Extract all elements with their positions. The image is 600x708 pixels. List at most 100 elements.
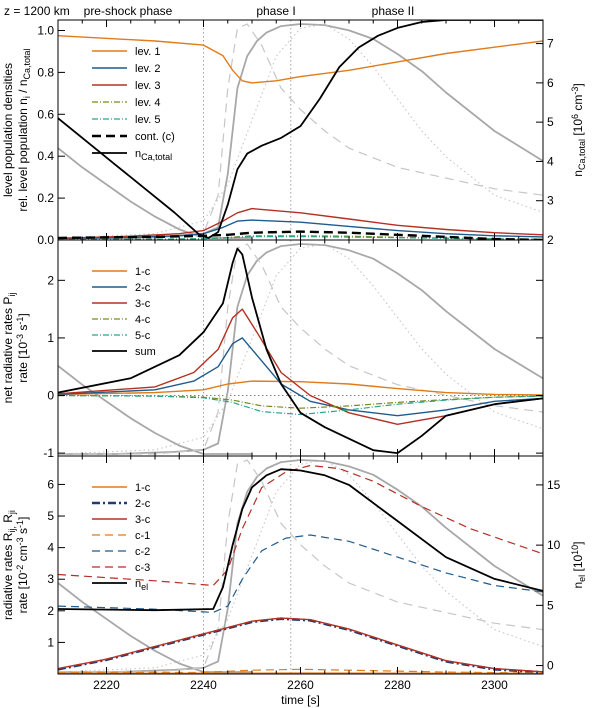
- y2-tick-label: 0: [547, 659, 554, 673]
- y-tick-label: 4: [47, 541, 54, 555]
- legend-label-cont-c: cont. (c): [135, 131, 175, 143]
- y-tick-label: -1: [43, 446, 54, 460]
- legend-label-lev-5: lev. 5: [135, 114, 160, 126]
- y-tick-label: 1: [47, 331, 54, 345]
- legend-label-c-3: c-3: [135, 562, 150, 574]
- y-tick-label: 2: [47, 604, 54, 618]
- series-1-c-middle: [58, 380, 543, 396]
- y-tick-label: 0.8: [37, 65, 54, 79]
- x-tick-label: 2240: [190, 678, 217, 692]
- overlay-solid-gray-b-bottom: [58, 582, 252, 673]
- y-tick-label: 3: [47, 572, 54, 586]
- y-tick-label: 0: [47, 389, 54, 403]
- panel-middle-frame: [57, 239, 544, 457]
- legend-label-4-c: 4-c: [135, 314, 151, 326]
- x-label: time [s]: [281, 693, 320, 707]
- panel-top-frame: [57, 19, 544, 241]
- series-3-c-middle: [58, 308, 543, 425]
- y-tick-label: 0.4: [37, 149, 54, 163]
- phase-label-phase-2: phase II: [372, 4, 415, 18]
- x-tick-label: 2260: [287, 678, 314, 692]
- y2-tick-label: 5: [547, 598, 554, 612]
- y-tick-label: 0.6: [37, 107, 54, 121]
- overlay-solid-gray-a-top: [58, 23, 543, 239]
- panel-bottom-frame: [57, 455, 544, 675]
- legend-label-lev-4: lev. 4: [135, 97, 160, 109]
- x-tick-label: 2300: [481, 678, 508, 692]
- series-n-el-bottom: [58, 468, 543, 612]
- legend-bottom: 1-c 2-c 3-c c-1 c-2 c-3 nel: [92, 482, 151, 592]
- overlay-dotted-gray-top: [58, 23, 543, 239]
- series-sum-middle: [58, 247, 543, 455]
- legend-label-n-ca-total: nCa,total: [135, 148, 172, 162]
- y-tick-label: 6: [47, 477, 54, 491]
- legend-label-1-c: 1-c: [135, 482, 151, 494]
- legend-label-c-2: c-2: [135, 546, 150, 558]
- series-3-c-bottom: [58, 617, 543, 673]
- overlay-dashed-gray-top: [58, 23, 543, 239]
- panel-middle-lines: [58, 240, 543, 456]
- height-label: z = 1200 km: [4, 4, 70, 18]
- overlay-solid-gray-b-top: [58, 147, 252, 239]
- panel-bottom-lines: [58, 456, 543, 674]
- x-tick-label: 2280: [384, 678, 411, 692]
- phase-label-preshock: pre-shock phase: [84, 4, 173, 18]
- y2-tick-label: 6: [547, 76, 554, 90]
- overlay-dotted-gray-middle: [58, 243, 543, 455]
- panel-top-lines: [58, 20, 543, 240]
- y2-tick-label: 10: [547, 538, 561, 552]
- panel-top: 0.0 0.2 0.4 0.6 0.8 1.0 2 3 4 5 6 7 level population…: [1, 19, 587, 247]
- y-tick-label: 0.2: [37, 191, 54, 205]
- overlay-dotted-gray-bottom: [58, 459, 543, 673]
- y-tick-label: 0.0: [37, 233, 54, 247]
- y-tick-label: 2: [47, 273, 54, 287]
- series-lev-1-top: [58, 35, 543, 84]
- series-cont-c-top: [58, 230, 543, 240]
- legend-label-lev-3: lev. 3: [135, 80, 160, 92]
- y2-tick-label: 4: [547, 154, 554, 168]
- y-label-outer: net radiative rates Pij: [1, 293, 17, 404]
- y-tick-label: 1.0: [37, 23, 54, 37]
- y2-label: nel [1010]: [570, 541, 587, 588]
- legend-top: lev. 1 lev. 2 lev. 3 lev. 4 lev. 5 cont. (c) n…: [92, 46, 175, 162]
- y-label-inner: rel. level population ni / nCa,total: [16, 48, 32, 211]
- overlay-solid-gray-a-middle: [58, 243, 543, 455]
- legend-label-lev-2: lev. 2: [135, 63, 160, 75]
- series-2-c-middle: [58, 337, 543, 417]
- y-label-outer: radiative rates Rij, Rji: [1, 510, 17, 620]
- overlay-solid-gray-b-middle: [58, 365, 252, 455]
- y-label-inner: rate [10-2 cm-3 s-1]: [15, 517, 30, 614]
- y-tick-label: 5: [47, 509, 54, 523]
- series-lev-2-top: [58, 219, 543, 240]
- legend-label-2-c: 2-c: [135, 282, 151, 294]
- legend-label-sum: sum: [135, 346, 156, 358]
- series-lev-3-top: [58, 207, 543, 239]
- legend-label-3-c: 3-c: [135, 298, 151, 310]
- y2-label: nCa,total [106 cm-3]: [570, 83, 587, 176]
- legend-label-2-c: 2-c: [135, 498, 151, 510]
- panel-bottom: 2220 2240 2260 2280 2300 1 2 3 4 5 6 0 5 10 15 radiativ…: [1, 455, 587, 707]
- legend-label-3-c: 3-c: [135, 514, 151, 526]
- overlay-solid-gray-a-bottom: [58, 459, 543, 673]
- legend-label-5-c: 5-c: [135, 330, 151, 342]
- y2-tick-label: 5: [547, 115, 554, 129]
- overlay-dashed-gray-bottom: [58, 459, 543, 673]
- overlay-dashed-gray-middle: [58, 243, 543, 455]
- plot-area: 0.0 0.2 0.4 0.6 0.8 1.0 2 3 4 5 6 7 level population…: [1, 19, 587, 707]
- phase-label-phase-1: phase I: [256, 4, 295, 18]
- y2-tick-label: 2: [547, 233, 554, 247]
- x-tick-label: 2220: [93, 678, 120, 692]
- y2-tick-label: 15: [547, 478, 561, 492]
- y-label-outer: level population densities: [1, 63, 15, 197]
- legend-label-c-1: c-1: [135, 530, 150, 542]
- legend-label-1-c: 1-c: [135, 266, 151, 278]
- series-c-2-bottom: [58, 534, 543, 614]
- series-5-c-middle: [58, 394, 543, 416]
- y2-tick-label: 3: [547, 194, 554, 208]
- legend-label-lev-1: lev. 1: [135, 46, 160, 58]
- series-n-ca-total-top: [58, 20, 543, 239]
- y-tick-label: 1: [47, 635, 54, 649]
- legend-label-n-el: nel: [135, 578, 148, 592]
